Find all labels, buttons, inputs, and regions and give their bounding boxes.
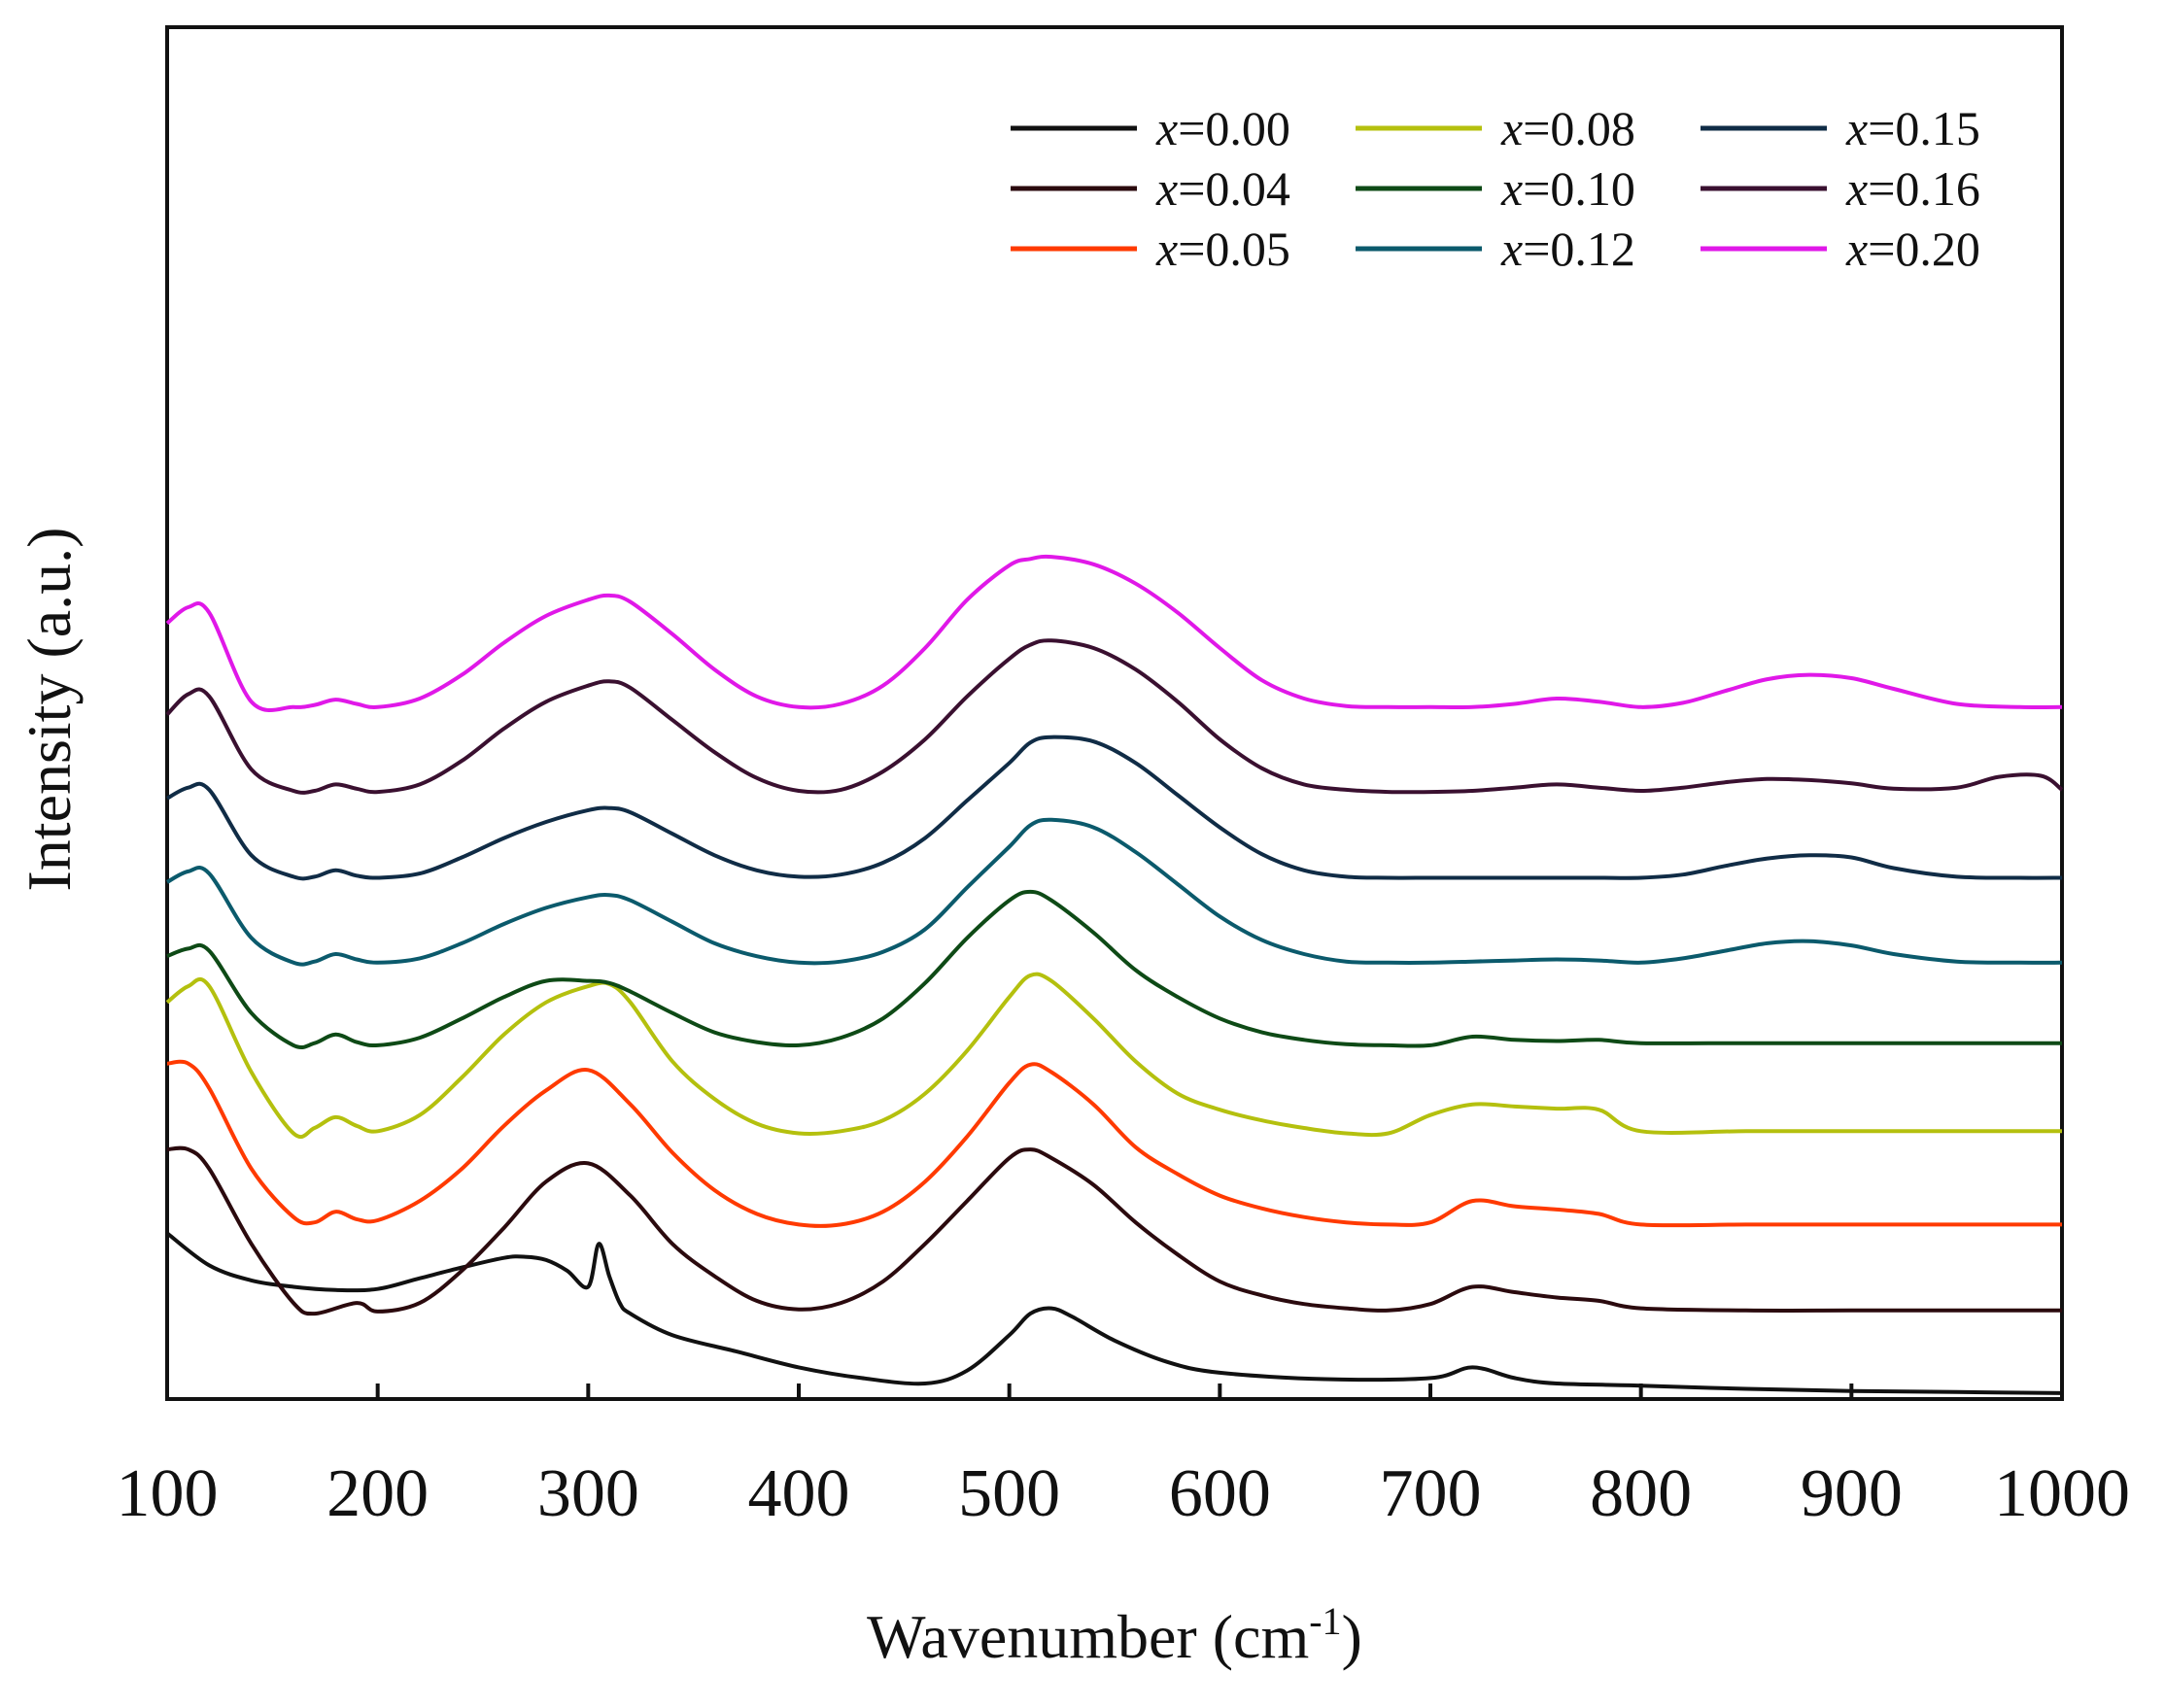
plot-frame: [165, 25, 2064, 1401]
x-axis-title: Wavenumber (cm-1): [867, 1599, 1362, 1671]
x-tick-label-1000: 1000: [1994, 1456, 2130, 1531]
legend-label-0-10: x=0.10: [1500, 161, 1635, 216]
series-line-0-05: [166, 1059, 2062, 1228]
series-line-0-00: [165, 1231, 2063, 1395]
x-axis-title-close: ): [1342, 1602, 1362, 1671]
x-tick-label-300: 300: [537, 1456, 639, 1531]
legend-label-0-20: x=0.20: [1845, 222, 1980, 276]
series-lines: [165, 554, 2064, 1395]
series-line-0-10: [166, 889, 2062, 1049]
series-line-0-20: [165, 554, 2063, 713]
x-tick-label-400: 400: [748, 1456, 850, 1531]
legend: x=0.00 x=0.04 x=0.05 x=0.08 x=0.10 x=0.12 x=0.…: [1011, 101, 1980, 276]
x-tick-label-600: 600: [1169, 1456, 1271, 1531]
series-line-0-08: [165, 972, 2062, 1140]
x-tick-label-500: 500: [958, 1456, 1060, 1531]
legend-label-0-04: x=0.04: [1155, 161, 1290, 216]
legend-label-0-15: x=0.15: [1845, 101, 1980, 155]
series-line-0-12: [166, 817, 2063, 967]
legend-label-0-16: x=0.16: [1845, 161, 1980, 216]
x-axis-title-main: Wavenumber (cm: [867, 1602, 1309, 1671]
series-line-0-15: [166, 734, 2063, 881]
x-tick-label-800: 800: [1590, 1456, 1692, 1531]
x-tick-label-100: 100: [117, 1456, 219, 1531]
x-axis-title-superscript: -1: [1309, 1599, 1341, 1643]
legend-label-0-12: x=0.12: [1500, 222, 1635, 276]
legend-label-0-05: x=0.05: [1155, 222, 1290, 276]
x-tick-label-900: 900: [1801, 1456, 1903, 1531]
x-tick-label-700: 700: [1380, 1456, 1482, 1531]
legend-label-0-08: x=0.08: [1500, 101, 1635, 155]
legend-label-0-00: x=0.00: [1155, 101, 1290, 155]
series-line-0-16: [165, 638, 2064, 795]
x-tick-label-200: 200: [326, 1456, 429, 1531]
x-axis-tick-labels: 100 200 300 400 500 600 700 800 900 1000: [117, 1456, 2131, 1531]
y-axis-title: Intensity (a.u.): [15, 528, 84, 892]
series-line-0-04: [166, 1145, 2062, 1316]
